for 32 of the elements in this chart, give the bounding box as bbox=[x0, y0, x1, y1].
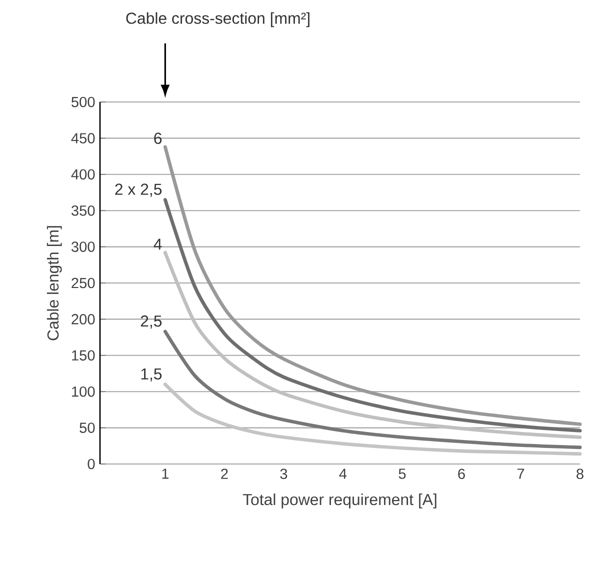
x-tick-label: 1 bbox=[162, 468, 169, 479]
series-label: 2,5 bbox=[140, 315, 162, 329]
series-label: 6 bbox=[154, 132, 162, 144]
y-tick-label: 50 bbox=[80, 422, 95, 433]
line-series bbox=[163, 382, 582, 456]
x-tick-label: 7 bbox=[517, 468, 524, 479]
x-tick-label: 5 bbox=[398, 468, 406, 479]
series-label: 2 x 2,5 bbox=[115, 184, 162, 197]
y-tick-label: 450 bbox=[71, 133, 95, 144]
x-tick-label: 3 bbox=[280, 468, 288, 480]
series-label: 1,5 bbox=[141, 368, 162, 382]
line-series bbox=[163, 330, 582, 450]
y-tick-label: 350 bbox=[71, 205, 95, 216]
line-series bbox=[163, 198, 582, 432]
y-tick-label: 0 bbox=[88, 458, 95, 470]
y-tick-label: 150 bbox=[72, 350, 95, 361]
y-tick-label: 250 bbox=[72, 278, 95, 288]
y-tick-label: 400 bbox=[71, 169, 95, 180]
text: Cable cross-section [mm²] bbox=[126, 12, 310, 28]
series-label: 4 bbox=[154, 238, 162, 250]
x-tick-label: 8 bbox=[576, 468, 584, 480]
x-tick-label: 6 bbox=[458, 468, 465, 480]
x-tick-label: 2 bbox=[221, 468, 228, 479]
line-series bbox=[163, 145, 582, 426]
y-tick-label: 100 bbox=[72, 386, 95, 397]
x-tick-label: 4 bbox=[339, 468, 347, 479]
y-tick-label: 500 bbox=[72, 96, 95, 108]
y-tick-label: 200 bbox=[72, 314, 95, 324]
line-series bbox=[163, 250, 582, 439]
x-axis-title: Total power requirement [A] bbox=[242, 493, 436, 508]
y-axis-title: Cable length [m] bbox=[46, 226, 62, 340]
y-tick-label: 300 bbox=[71, 242, 95, 252]
